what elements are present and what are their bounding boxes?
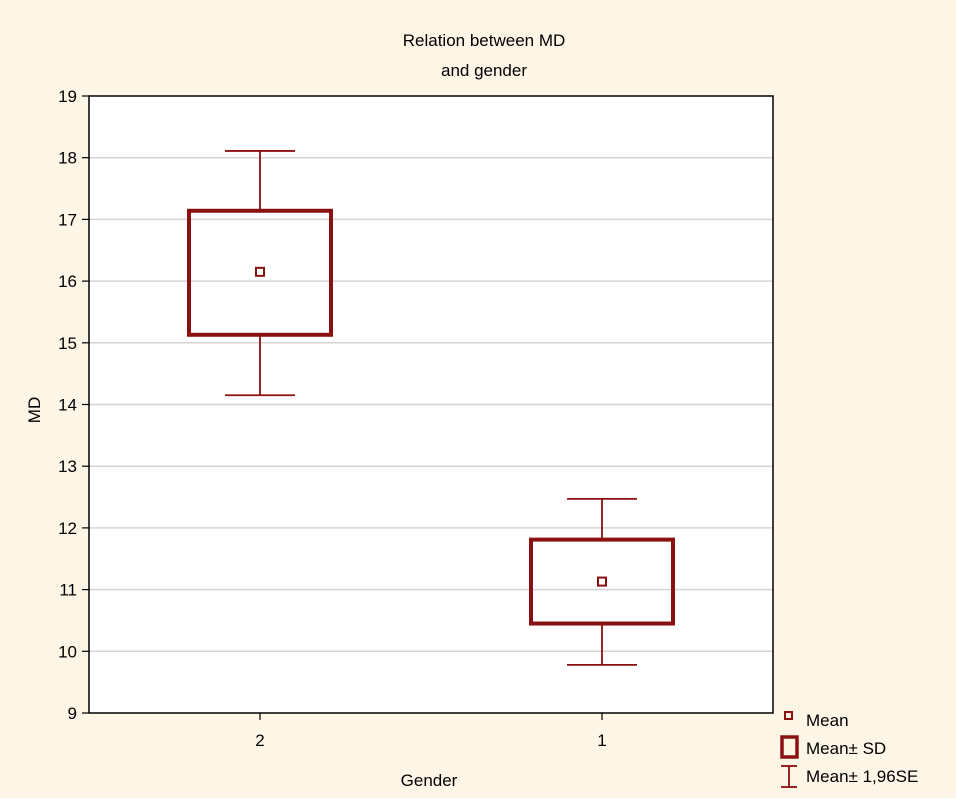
y-axis: 9 10 11 12 13 14 15 16 17 18 19 [58,87,89,723]
chart-title-line-2: and gender [441,61,527,80]
sd-box [529,537,675,626]
mean-marker [597,576,607,587]
chart-title-line-1: Relation between MD [403,31,566,50]
y-tick-label: 18 [58,149,77,168]
box-series [187,150,675,666]
y-tick-label: 15 [58,334,77,353]
sd-box [187,208,333,337]
legend-mean-label: Mean [806,711,849,730]
y-tick-label: 9 [68,704,77,723]
x-tick-label: 2 [255,731,264,750]
y-tick-label: 11 [59,581,77,600]
legend-mean-marker [784,711,793,720]
legend-sd-label: Mean± SD [806,739,886,758]
y-tick-label: 13 [58,457,77,476]
plot-frame [88,95,774,714]
y-tick-label: 14 [58,396,77,415]
grid-lines [89,156,773,653]
legend: Mean Mean± SD Mean± 1,96SE [780,711,918,788]
y-tick-label: 19 [58,87,77,106]
mean-marker [255,266,265,277]
legend-se-marker [781,765,797,788]
y-axis-label: MD [25,397,44,423]
y-tick-label: 12 [58,519,77,538]
box-group-1 [529,498,675,666]
box-group-2 [187,150,333,397]
legend-sd-marker [780,735,799,759]
y-tick-label: 10 [58,642,77,661]
x-axis-label: Gender [401,771,458,790]
legend-se-label: Mean± 1,96SE [806,767,918,786]
y-tick-label: 16 [58,272,77,291]
y-tick-label: 17 [58,210,77,229]
x-tick-label: 1 [597,731,606,750]
